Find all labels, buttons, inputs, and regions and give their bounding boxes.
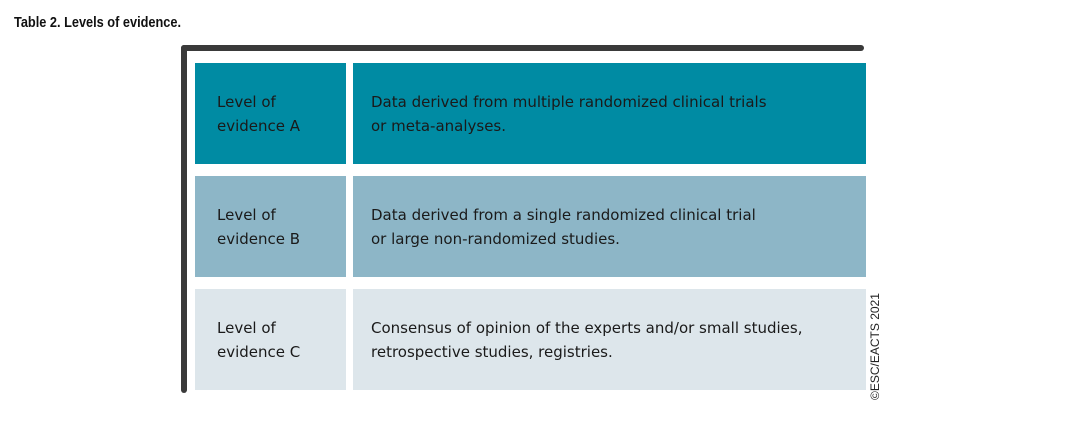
description-line: Consensus of opinion of the experts and/… bbox=[371, 318, 803, 337]
level-b-cell: Level of evidence B bbox=[195, 176, 346, 277]
level-label: evidence C bbox=[217, 342, 301, 361]
frame-left-border bbox=[181, 45, 187, 393]
level-b-description: Data derived from a single randomized cl… bbox=[353, 176, 866, 277]
level-label: Level of bbox=[217, 205, 276, 224]
description-line: retrospective studies, registries. bbox=[371, 342, 613, 361]
description-line: Data derived from a single randomized cl… bbox=[371, 205, 756, 224]
level-c-description: Consensus of opinion of the experts and/… bbox=[353, 289, 866, 390]
level-label: evidence B bbox=[217, 229, 301, 248]
frame-top-border bbox=[181, 45, 864, 51]
description-line: Data derived from multiple randomized cl… bbox=[371, 92, 767, 111]
table-title: Table 2. Levels of evidence. bbox=[14, 14, 182, 31]
level-label: Level of bbox=[217, 92, 276, 111]
level-c-cell: Level of evidence C bbox=[195, 289, 346, 390]
description-line: or meta-analyses. bbox=[371, 116, 506, 135]
level-label: evidence A bbox=[217, 116, 301, 135]
copyright-notice: ©ESC/EACTS 2021 bbox=[868, 293, 882, 400]
description-line: or large non-randomized studies. bbox=[371, 229, 620, 248]
level-a-description: Data derived from multiple randomized cl… bbox=[353, 63, 866, 164]
level-a-cell: Level of evidence A bbox=[195, 63, 346, 164]
level-label: Level of bbox=[217, 318, 276, 337]
